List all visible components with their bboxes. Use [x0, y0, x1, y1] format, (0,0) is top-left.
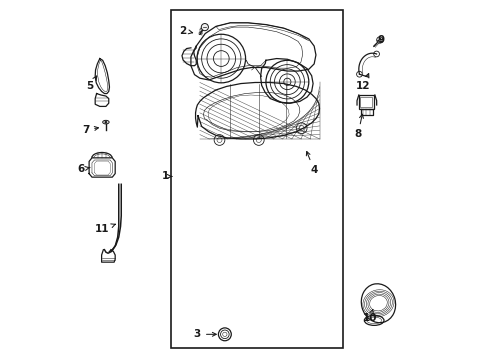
Bar — [358, 95, 373, 109]
Text: 5: 5 — [86, 76, 97, 91]
Text: 11: 11 — [95, 224, 115, 234]
Text: 1: 1 — [161, 171, 171, 181]
Text: 9: 9 — [377, 35, 384, 45]
Ellipse shape — [102, 120, 109, 124]
Text: 4: 4 — [305, 152, 317, 175]
Circle shape — [376, 37, 382, 43]
Circle shape — [201, 23, 208, 31]
Text: 2: 2 — [179, 26, 192, 36]
Text: 6: 6 — [77, 164, 90, 174]
Circle shape — [104, 121, 107, 123]
Text: 3: 3 — [193, 329, 216, 339]
Text: 8: 8 — [354, 114, 363, 139]
Bar — [171, 10, 342, 348]
Text: 7: 7 — [81, 125, 98, 135]
Text: 10: 10 — [362, 310, 377, 323]
Bar — [360, 97, 372, 108]
Text: 12: 12 — [355, 73, 369, 91]
